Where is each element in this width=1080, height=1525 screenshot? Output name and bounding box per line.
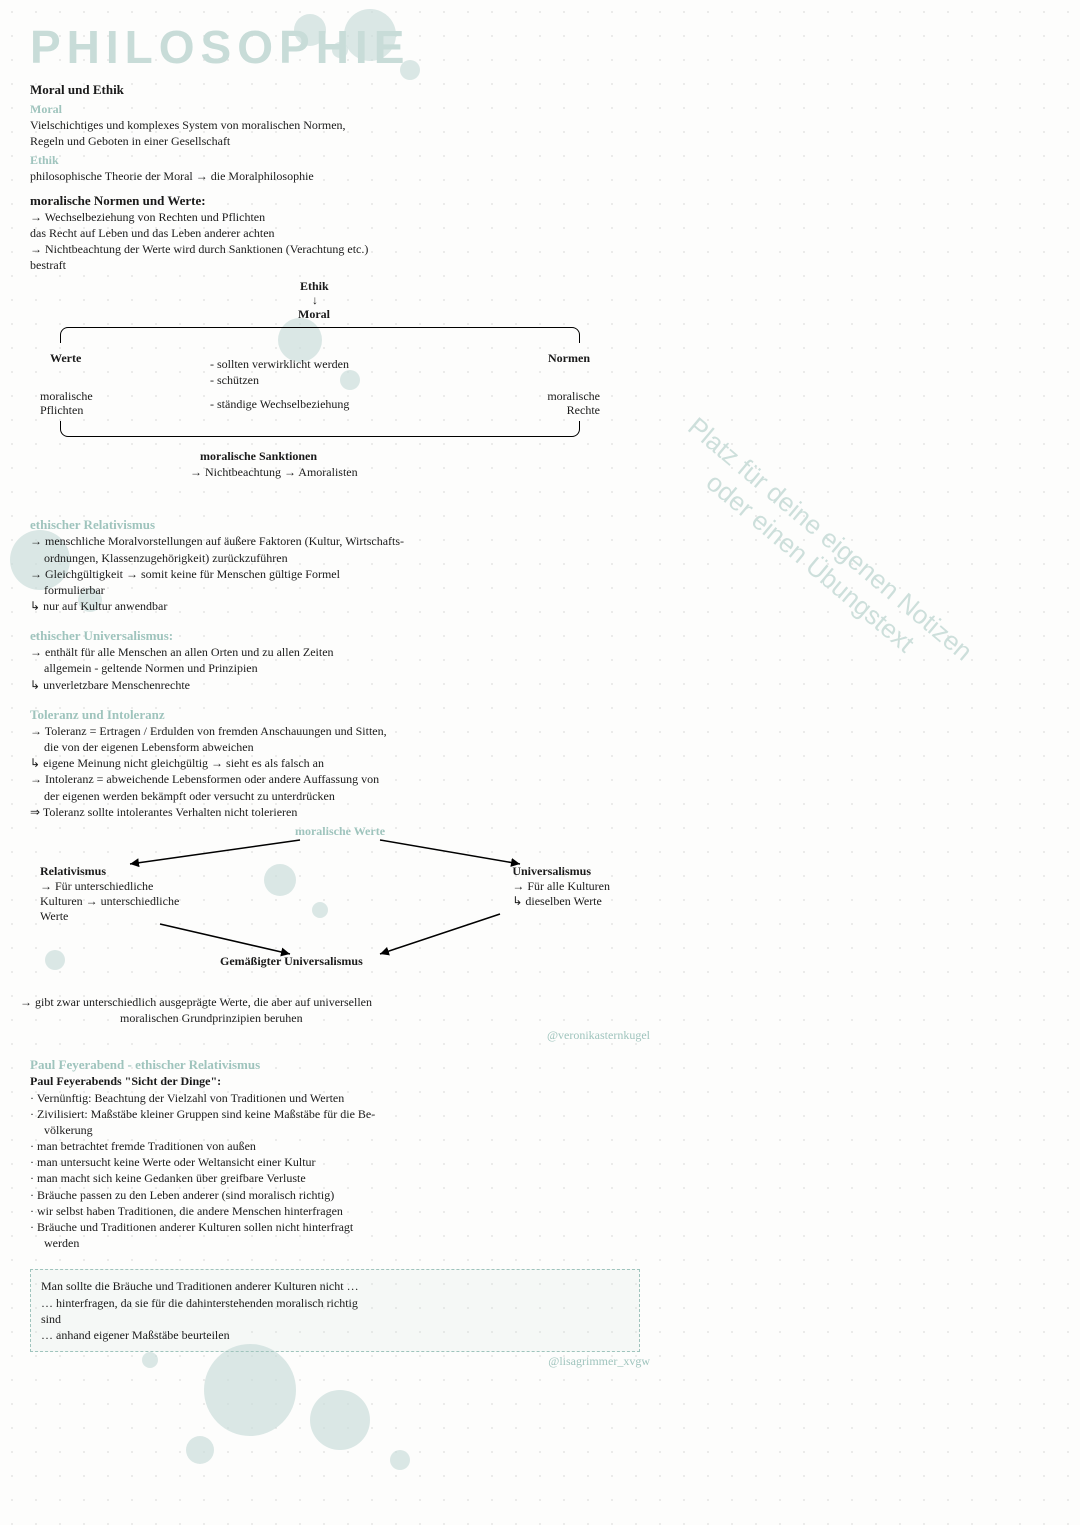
s3-line-2: Gleichgültigkeit → somit keine für Mensc… bbox=[30, 566, 660, 582]
signature-2: @lisagrimmer_xvgw bbox=[30, 1354, 650, 1369]
d1-normen: Normen bbox=[548, 351, 590, 366]
notes-content: PHILOSOPHIE Moral und Ethik Moral Vielsc… bbox=[0, 0, 660, 1369]
heading-normen-werte: moralische Normen und Werte: bbox=[30, 193, 660, 209]
box-line-2b: sind bbox=[41, 1311, 629, 1327]
s6-line-6: Bräuche passen zu den Leben anderer (sin… bbox=[30, 1187, 660, 1203]
s6-line-2: Zivilisiert: Maßstäbe kleiner Gruppen si… bbox=[30, 1106, 660, 1122]
s6-line-5: man macht sich keine Gedanken über greif… bbox=[30, 1170, 660, 1186]
d2-rel-3: Werte bbox=[40, 909, 179, 924]
d1-mid-1: - sollten verwirklicht werden bbox=[210, 357, 349, 372]
box-line-1: Man sollte die Bräuche und Traditionen a… bbox=[41, 1278, 629, 1294]
s2-line-1: Wechselbeziehung von Rechten und Pflicht… bbox=[30, 209, 660, 225]
moral-def-2: Regeln und Geboten in einer Gesellschaft bbox=[30, 133, 660, 149]
d1-rechte-2: Rechte bbox=[567, 403, 600, 418]
s3-line-2b: formulierbar bbox=[30, 582, 660, 598]
heading-toleranz: Toleranz und Intoleranz bbox=[30, 707, 660, 723]
d2-gem-2: moralischen Grundprinzipien beruhen bbox=[30, 1010, 660, 1026]
d2-uni-h: Universalismus bbox=[512, 864, 610, 879]
heading-relativismus: ethischer Relativismus bbox=[30, 517, 660, 533]
d2-uni-1: → Für alle Kulturen bbox=[512, 879, 610, 894]
box-line-3: … anhand eigener Maßstäbe beurteilen bbox=[41, 1327, 629, 1343]
s6-line-2b: völkerung bbox=[30, 1122, 660, 1138]
d1-sanktionen-1: moralische Sanktionen bbox=[200, 449, 317, 464]
s3-line-3: nur auf Kultur anwendbar bbox=[30, 598, 660, 614]
d1-sanktionen-2: → Nichtbeachtung → Amoralisten bbox=[190, 465, 358, 480]
s5-line-3: Intoleranz = abweichende Lebensformen od… bbox=[30, 771, 660, 787]
subheading-moral: Moral bbox=[30, 102, 660, 117]
moral-def-1: Vielschichtiges und komplexes System von… bbox=[30, 117, 660, 133]
s4-line-1: enthält für alle Menschen an allen Orten… bbox=[30, 644, 660, 660]
d1-mid-2: - schützen bbox=[210, 373, 259, 388]
s2-line-3b: bestraft bbox=[30, 257, 660, 273]
d1-moral: Moral bbox=[298, 307, 330, 322]
s5-line-3b: der eigenen werden bekämpft oder versuch… bbox=[30, 788, 660, 804]
heading-feyerabend: Paul Feyerabend - ethischer Relativismus bbox=[30, 1057, 660, 1073]
s3-line-1: menschliche Moralvorstellungen auf äußer… bbox=[30, 533, 660, 549]
heading-universalismus: ethischer Universalismus: bbox=[30, 628, 660, 644]
d2-rel-1: → Für unterschiedliche bbox=[40, 879, 179, 894]
diagram-ethik-moral: Ethik ↓ Moral Werte Normen - sollten ver… bbox=[40, 279, 600, 489]
page-title: PHILOSOPHIE bbox=[30, 20, 660, 74]
s5-line-4-text: Toleranz sollte intolerantes Verhalten n… bbox=[43, 805, 298, 819]
d1-brace-bottom bbox=[60, 421, 580, 437]
s4-line-1b: allgemein - geltende Normen und Prinzipi… bbox=[30, 660, 660, 676]
box-line-2: … hinterfragen, da sie für die dahinters… bbox=[41, 1295, 629, 1311]
s5-line-2: eigene Meinung nicht gleichgültig → sieh… bbox=[30, 755, 660, 771]
d1-brace-top bbox=[60, 327, 580, 343]
s6-line-0: Paul Feyerabends "Sicht der Dinge": bbox=[30, 1073, 660, 1089]
s4-line-2: unverletzbare Menschenrechte bbox=[30, 677, 660, 693]
d1-mid-3: - ständige Wechselbeziehung bbox=[210, 397, 349, 412]
signature-1: @veronikasternkugel bbox=[30, 1028, 650, 1043]
s3-line-1b: ordnungen, Klassenzugehörigkeit) zurückz… bbox=[30, 550, 660, 566]
s6-line-4: man untersucht keine Werte oder Weltansi… bbox=[30, 1154, 660, 1170]
d2-uni-2: ↳ dieselben Werte bbox=[512, 894, 610, 909]
s5-line-1: Toleranz = Ertragen / Erdulden von fremd… bbox=[30, 723, 660, 739]
s6-line-7: wir selbst haben Traditionen, die andere… bbox=[30, 1203, 660, 1219]
diagram-moralische-werte: moralische Werte Relativismus → Für unte… bbox=[40, 824, 640, 994]
s6-line-8b: werden bbox=[30, 1235, 660, 1251]
d1-pflichten-2: Pflichten bbox=[40, 403, 83, 418]
d1-pflichten-1: moralische bbox=[40, 389, 93, 404]
s2-line-2: das Recht auf Leben und das Leben andere… bbox=[30, 225, 660, 241]
d2-gem-1: → gibt zwar unterschiedlich ausgeprägte … bbox=[20, 994, 660, 1010]
s6-line-8: Bräuche und Traditionen anderer Kulturen… bbox=[30, 1219, 660, 1235]
s6-line-3: man betrachtet fremde Traditionen von au… bbox=[30, 1138, 660, 1154]
s6-line-1: Vernünftig: Beachtung der Vielzahl von T… bbox=[30, 1090, 660, 1106]
s5-line-1b: die von der eigenen Lebensform abweichen bbox=[30, 739, 660, 755]
d1-werte: Werte bbox=[50, 351, 81, 366]
d1-arrow-down-icon: ↓ bbox=[312, 293, 318, 308]
ethik-def: philosophische Theorie der Moral → die M… bbox=[30, 168, 660, 184]
d1-ethik: Ethik bbox=[300, 279, 329, 294]
d1-rechte-1: moralische bbox=[547, 389, 600, 404]
d2-rel-2: Kulturen → unterschiedliche bbox=[40, 894, 179, 909]
s5-line-4: ⇒ Toleranz sollte intolerantes Verhalten… bbox=[30, 804, 660, 820]
d2-gem-h: Gemäßigter Universalismus bbox=[180, 954, 640, 969]
d2-rel-h: Relativismus bbox=[40, 864, 179, 879]
subheading-ethik: Ethik bbox=[30, 153, 660, 168]
s2-line-3: Nichtbeachtung der Werte wird durch Sank… bbox=[30, 241, 660, 257]
heading-moral-ethik: Moral und Ethik bbox=[30, 82, 660, 98]
summary-box: Man sollte die Bräuche und Traditionen a… bbox=[30, 1269, 640, 1352]
